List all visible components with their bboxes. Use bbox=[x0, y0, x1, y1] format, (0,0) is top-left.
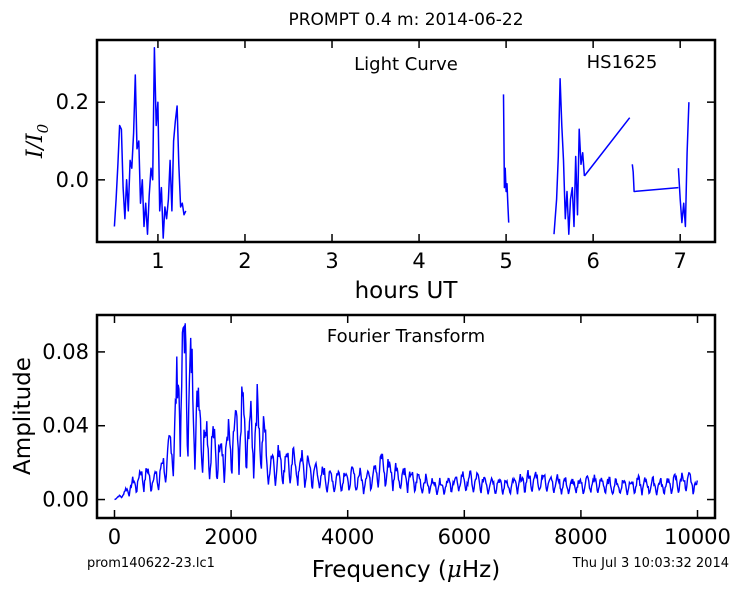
fourier-xtick-label: 4000 bbox=[321, 525, 374, 549]
light-curve-series-segment bbox=[631, 164, 679, 193]
light-curve-xtick-label: 1 bbox=[151, 249, 164, 273]
light-curve-axes-frame bbox=[95, 38, 717, 244]
light-curve-ytick-label: 0.0 bbox=[56, 168, 89, 192]
fourier-ytick-label: 0.08 bbox=[42, 340, 89, 364]
footer-filename: prom140622-23.lc1 bbox=[87, 556, 215, 571]
light-curve-xtick-label: 7 bbox=[673, 249, 686, 273]
light-curve-series-segment bbox=[553, 78, 586, 235]
light-curve-ylabel-subscript: 0 bbox=[34, 123, 52, 133]
light-curve-xtick-label: 3 bbox=[325, 249, 338, 273]
fourier-ytick-label: 0.04 bbox=[42, 414, 89, 438]
light-curve-annotation: HS1625 bbox=[587, 52, 658, 73]
svg-text:I/I0: I/I0 bbox=[23, 123, 52, 159]
fourier-xtick-label: 10000 bbox=[664, 525, 731, 549]
light-curve-ticks: 1 2 3 4 5 6 7 0.0 0.2 bbox=[56, 40, 715, 273]
light-curve-title: Light Curve bbox=[354, 54, 458, 75]
light-curve-series-segment bbox=[113, 47, 187, 239]
fourier-panel: 0 2000 4000 6000 8000 10000 0.00 0.04 0.08 Fouri… bbox=[10, 313, 731, 583]
fourier-ticks: 0 2000 4000 6000 8000 10000 0.00 0.04 0.08 bbox=[42, 315, 731, 549]
fourier-xtick-label: 2000 bbox=[204, 525, 257, 549]
fourier-xtick-label: 8000 bbox=[554, 525, 607, 549]
fourier-title: Fourier Transform bbox=[327, 326, 485, 347]
light-curve-series-segment bbox=[583, 117, 631, 177]
fourier-ytick-label: 0.00 bbox=[42, 488, 89, 512]
light-curve-xtick-label: 5 bbox=[499, 249, 512, 273]
light-curve-xtick-label: 6 bbox=[586, 249, 599, 273]
fourier-xlabel-suffix: Hz) bbox=[462, 557, 500, 583]
light-curve-ytick-label: 0.2 bbox=[56, 90, 89, 114]
light-curve-series-segment bbox=[677, 102, 690, 228]
footer-timestamp: Thu Jul 3 10:03:32 2014 bbox=[572, 556, 729, 571]
light-curve-ylabel: I/I0 bbox=[23, 123, 52, 159]
fourier-plot-area bbox=[114, 323, 698, 501]
fourier-xtick-label: 0 bbox=[108, 525, 121, 549]
fourier-series-line bbox=[114, 323, 698, 501]
light-curve-panel: 1 2 3 4 5 6 7 0.0 0.2 Light Curve HS1625 hours U… bbox=[23, 38, 717, 304]
fourier-xtick-label: 6000 bbox=[438, 525, 491, 549]
light-curve-series-segment bbox=[502, 94, 510, 223]
fourier-xlabel-prefix: Frequency ( bbox=[312, 557, 447, 583]
fourier-axes-frame bbox=[95, 313, 717, 520]
fourier-ylabel: Amplitude bbox=[10, 357, 36, 475]
fourier-xlabel: Frequency (μHz) bbox=[312, 557, 500, 583]
light-curve-ylabel-main: I/I bbox=[23, 132, 48, 159]
light-curve-plot-area bbox=[113, 47, 690, 239]
light-curve-xtick-label: 4 bbox=[412, 249, 425, 273]
fourier-xlabel-mu: μ bbox=[447, 557, 462, 583]
figure-title: PROMPT 0.4 m: 2014-06-22 bbox=[288, 10, 523, 30]
light-curve-xlabel: hours UT bbox=[355, 278, 459, 304]
light-curve-xtick-label: 2 bbox=[238, 249, 251, 273]
